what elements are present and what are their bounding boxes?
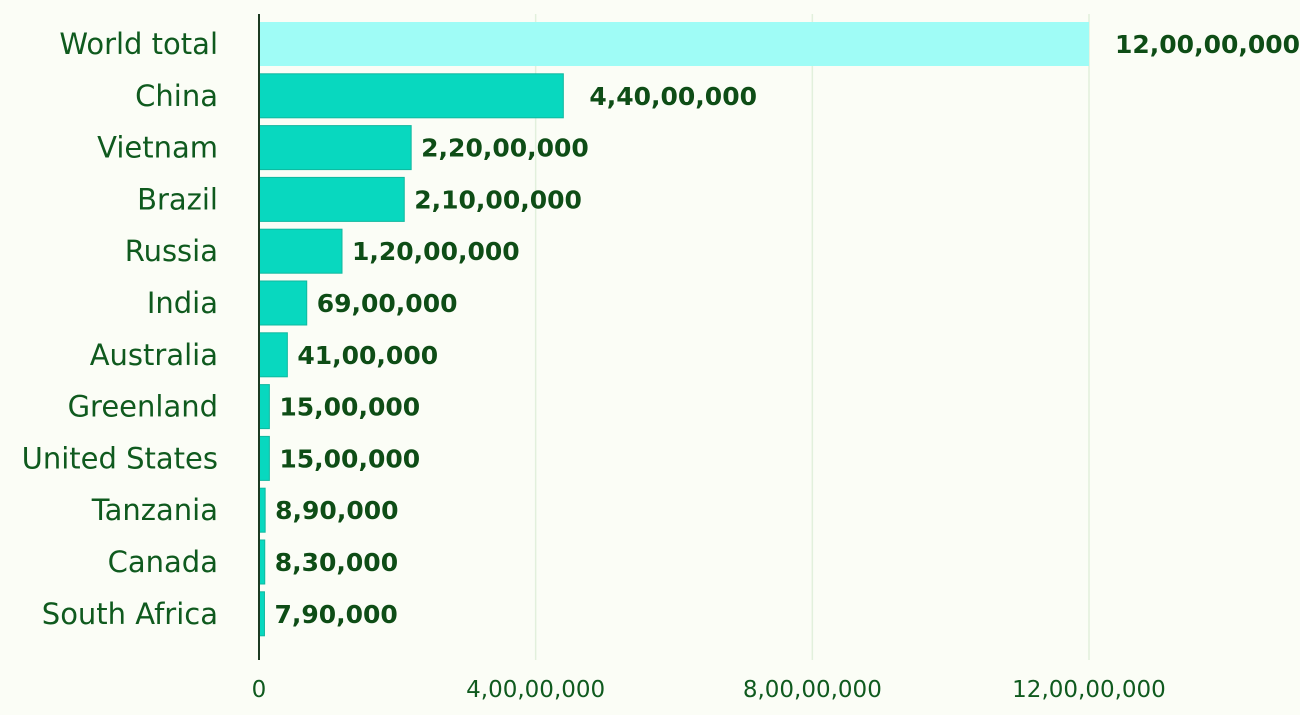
category-label-7: Greenland bbox=[68, 390, 218, 424]
category-label-11: South Africa bbox=[42, 597, 218, 631]
value-label-5: 69,00,000 bbox=[317, 289, 458, 318]
category-label-3: Brazil bbox=[137, 182, 218, 216]
bar-2 bbox=[258, 125, 412, 171]
category-label-0: World total bbox=[59, 27, 218, 61]
x-tick-label-3: 12,00,00,000 bbox=[1012, 677, 1166, 703]
value-label-10: 8,30,000 bbox=[275, 548, 398, 577]
bar-8 bbox=[258, 435, 270, 481]
category-label-8: United States bbox=[22, 441, 218, 475]
bar-5 bbox=[258, 280, 308, 326]
x-tick-label-0: 0 bbox=[252, 677, 267, 703]
category-label-6: Australia bbox=[90, 338, 218, 372]
category-label-1: China bbox=[135, 79, 218, 113]
x-tick-label-2: 8,00,00,000 bbox=[743, 677, 882, 703]
value-label-3: 2,10,00,000 bbox=[414, 185, 582, 214]
category-label-5: India bbox=[147, 286, 218, 320]
bar-0 bbox=[259, 22, 1089, 66]
bar-1 bbox=[258, 73, 564, 119]
value-label-0: 12,00,00,000 bbox=[1115, 30, 1300, 59]
x-tick-label-1: 4,00,00,000 bbox=[466, 677, 605, 703]
value-label-2: 2,20,00,000 bbox=[421, 134, 589, 163]
bar-4 bbox=[258, 228, 343, 274]
category-label-2: Vietnam bbox=[97, 131, 218, 165]
bar-7 bbox=[258, 384, 270, 430]
bar-3 bbox=[258, 176, 405, 222]
category-label-9: Tanzania bbox=[91, 493, 218, 527]
category-label-10: Canada bbox=[108, 545, 218, 579]
value-label-8: 15,00,000 bbox=[279, 444, 420, 473]
bar-6 bbox=[258, 332, 288, 378]
value-label-4: 1,20,00,000 bbox=[352, 237, 520, 266]
value-label-11: 7,90,000 bbox=[274, 600, 397, 629]
value-label-7: 15,00,000 bbox=[279, 393, 420, 422]
value-label-6: 41,00,000 bbox=[297, 341, 438, 370]
value-label-1: 4,40,00,000 bbox=[589, 82, 757, 111]
value-label-9: 8,90,000 bbox=[275, 496, 398, 525]
category-label-4: Russia bbox=[125, 234, 218, 268]
